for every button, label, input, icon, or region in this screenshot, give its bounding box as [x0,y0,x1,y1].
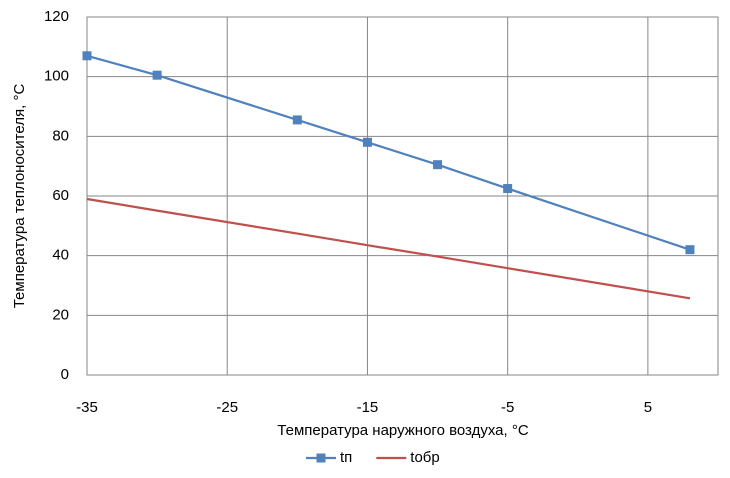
legend-label: tобр [410,449,439,466]
series-line [86,197,691,300]
plot-border [86,16,719,376]
legend-marker [316,453,326,463]
x-tick-label: 5 [644,399,652,416]
point-marker [362,137,372,147]
point-marker [503,184,513,194]
y-tick-label: 20 [52,306,69,323]
x-tick-label: -15 [357,399,379,416]
y-tick-label: 80 [52,127,69,144]
point-marker [82,51,92,61]
x-axis-label: Температура наружного воздуха, °С [277,422,529,439]
x-tick-label: -35 [76,399,98,416]
point-marker [292,115,302,125]
point-marker [685,245,695,255]
point-marker [152,70,162,80]
y-tick-label: 60 [52,187,69,204]
y-tick-label: 120 [44,8,69,25]
y-tick-label: 40 [52,247,69,264]
x-tick-label: -25 [216,399,238,416]
legend-label: tп [340,449,352,466]
point-marker [433,160,443,170]
y-axis-label: Температура теплоносителя, °С [11,84,28,309]
y-tick-label: 0 [61,366,69,383]
series-line [86,54,691,251]
y-tick-label: 100 [44,68,69,85]
x-tick-label: -5 [501,399,514,416]
